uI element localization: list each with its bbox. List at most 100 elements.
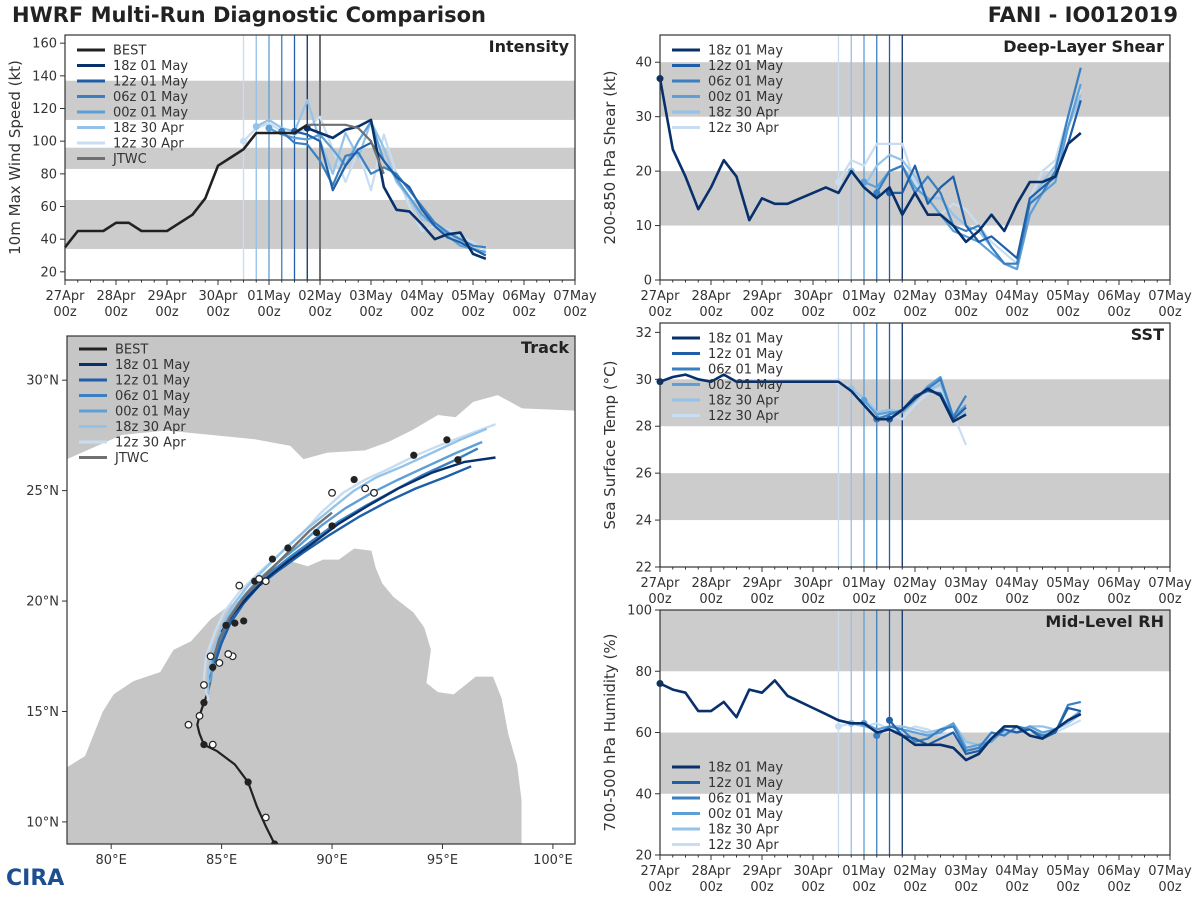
track-point-filled [244, 778, 252, 786]
sst-xtick-label: 28Apr [691, 576, 731, 591]
intensity-init-marker [252, 122, 260, 130]
shear-panel-title: Deep-Layer Shear [1003, 37, 1164, 56]
shear-xtick-sublabel: 00z [1056, 305, 1080, 320]
intensity-xtick-label: 29Apr [147, 289, 187, 304]
intensity-ytick-label: 40 [40, 233, 57, 248]
sst-legend-label: 00z 01 May [708, 378, 783, 393]
intensity-ylabel: 10m Max Wind Speed (kt) [6, 60, 24, 255]
rh-init-marker [886, 716, 893, 724]
sst-xtick-sublabel: 00z [1107, 592, 1131, 607]
track-point-open [195, 711, 204, 720]
rh-xtick-label: 29Apr [742, 864, 782, 879]
sst-legend-label: 12z 01 May [708, 347, 783, 362]
rh-xtick-label: 01May [842, 864, 886, 879]
rh-panel-title: Mid-Level RH [1045, 612, 1164, 631]
shear-xtick-label: 01May [842, 289, 886, 304]
sst-ytick-label: 32 [635, 326, 652, 341]
sst-panel-title: SST [1131, 325, 1164, 344]
intensity-legend-label: 18z 01 May [113, 59, 188, 74]
rh-series-18z-01-may [659, 679, 1082, 762]
rh-init-marker [873, 732, 881, 740]
track-point-open [261, 813, 270, 822]
sst-xtick-sublabel: 00z [954, 592, 978, 607]
intensity-xtick-label: 02May [298, 289, 342, 304]
track-point-open [184, 720, 193, 729]
intensity-xtick-sublabel: 00z [206, 305, 230, 320]
rh-xtick-sublabel: 00z [1005, 880, 1029, 895]
track-panel: 80°E 85°E 90°E 95°E 100°E 10°N 15°N 20°N 25°N 30°… [26, 335, 576, 868]
intensity-xtick-sublabel: 00z [410, 305, 434, 320]
track-legend-label: 18z 01 May [115, 358, 190, 373]
intensity-xtick-label: 05May [451, 289, 495, 304]
sst-xtick-sublabel: 00z [852, 592, 876, 607]
land-shape [67, 547, 523, 844]
track-point-open [224, 650, 233, 658]
track-point-filled [350, 475, 358, 484]
shear-legend-label: 12z 30 Apr [708, 121, 779, 136]
rh-legend-label: 12z 01 May [708, 776, 783, 791]
intensity-xtick-label: 28Apr [96, 289, 136, 304]
track-point-open [328, 488, 336, 497]
shear-xtick-label: 02May [893, 289, 937, 304]
sst-band [660, 473, 1170, 521]
sst-panel: 27Apr00z28Apr00z29Apr00z30Apr00z01May00z… [601, 322, 1192, 607]
intensity-xtick-sublabel: 00z [563, 305, 587, 320]
shear-series-12z-01-may [889, 99, 1082, 260]
intensity-panel-title: Intensity [489, 37, 570, 56]
rh-xtick-label: 02May [893, 864, 937, 879]
shear-series-12z-30-apr [837, 88, 1082, 265]
sst-plot-bg [660, 323, 1170, 567]
rh-panel: 27Apr00z28Apr00z29Apr00z30Apr00z01May00z… [601, 604, 1192, 896]
track-legend-label: BEST [115, 343, 148, 358]
sst-xtick-label: 29Apr [742, 576, 782, 591]
track-point-filled [200, 741, 208, 749]
intensity-xtick-label: 06May [502, 289, 546, 304]
sst-xtick-sublabel: 00z [801, 592, 825, 607]
sst-series-18z-01-may [659, 373, 967, 423]
track-xtick-label: 85°E [206, 853, 237, 868]
shear-ylabel: 200-850 hPa Shear (kt) [601, 71, 619, 245]
sst-ytick-label: 30 [635, 373, 652, 388]
intensity-legend-label: 00z 01 May [113, 106, 188, 121]
rh-ytick-label: 80 [635, 665, 652, 680]
rh-xtick-label: 05May [1046, 864, 1090, 879]
track-series-12z-01-may [213, 465, 472, 664]
rh-ytick-label: 60 [635, 726, 652, 741]
track-xtick-label: 100°E [533, 853, 573, 868]
track-legend-label: 12z 01 May [115, 374, 190, 389]
rh-xtick-label: 28Apr [691, 864, 731, 879]
track-legend-label: 12z 30 Apr [115, 436, 186, 451]
rh-xtick-sublabel: 00z [699, 880, 723, 895]
sst-xtick-sublabel: 00z [1056, 592, 1080, 607]
rh-xtick-label: 03May [944, 864, 988, 879]
sst-legend-label: 12z 30 Apr [708, 409, 779, 424]
intensity-xtick-label: 07May [553, 289, 597, 304]
sst-xtick-label: 04May [995, 576, 1039, 591]
storm-title: FANI - IO012019 [987, 3, 1178, 27]
land-shape [67, 336, 575, 461]
track-ytick-label: 30°N [26, 374, 59, 389]
intensity-ytick-label: 20 [40, 265, 57, 280]
shear-series-06z-01-may [875, 67, 1082, 265]
sst-legend-label: 18z 01 May [708, 332, 783, 347]
shear-ytick-label: 40 [635, 56, 652, 71]
sst-xtick-label: 01May [842, 576, 886, 591]
rh-legend-label: 18z 01 May [708, 761, 783, 776]
intensity-xtick-label: 27Apr [45, 289, 85, 304]
track-point-filled [209, 663, 217, 671]
sst-xtick-label: 30Apr [793, 576, 833, 591]
rh-band [660, 610, 1170, 672]
rh-xtick-sublabel: 00z [954, 880, 978, 895]
track-point-filled [268, 555, 277, 563]
sst-ylabel: Sea Surface Temp (°C) [601, 360, 619, 529]
rh-ytick-label: 100 [627, 604, 652, 619]
shear-ytick-label: 20 [635, 165, 652, 180]
intensity-xtick-sublabel: 00z [461, 305, 485, 320]
rh-xtick-sublabel: 00z [852, 880, 876, 895]
intensity-xtick-sublabel: 00z [359, 305, 383, 320]
track-series-18z-01-may [220, 456, 496, 633]
sst-ytick-label: 24 [635, 514, 652, 529]
rh-legend-label: 18z 30 Apr [708, 823, 779, 838]
intensity-xtick-sublabel: 00z [512, 305, 536, 320]
track-point-filled [312, 528, 321, 537]
